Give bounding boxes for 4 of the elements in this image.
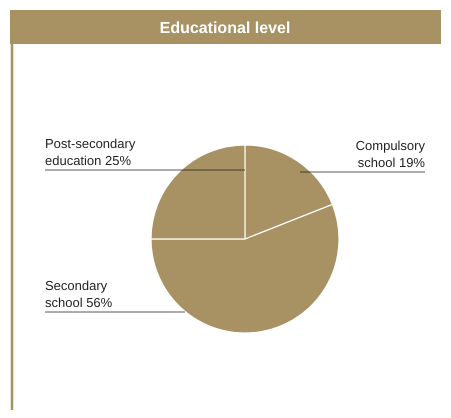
chart-title: Educational level: [160, 20, 290, 37]
slice-label: Post-secondary education 25%: [45, 136, 136, 168]
slice-label: Secondary school 56%: [45, 278, 113, 310]
slice-label: Compulsory school 19%: [356, 138, 426, 170]
